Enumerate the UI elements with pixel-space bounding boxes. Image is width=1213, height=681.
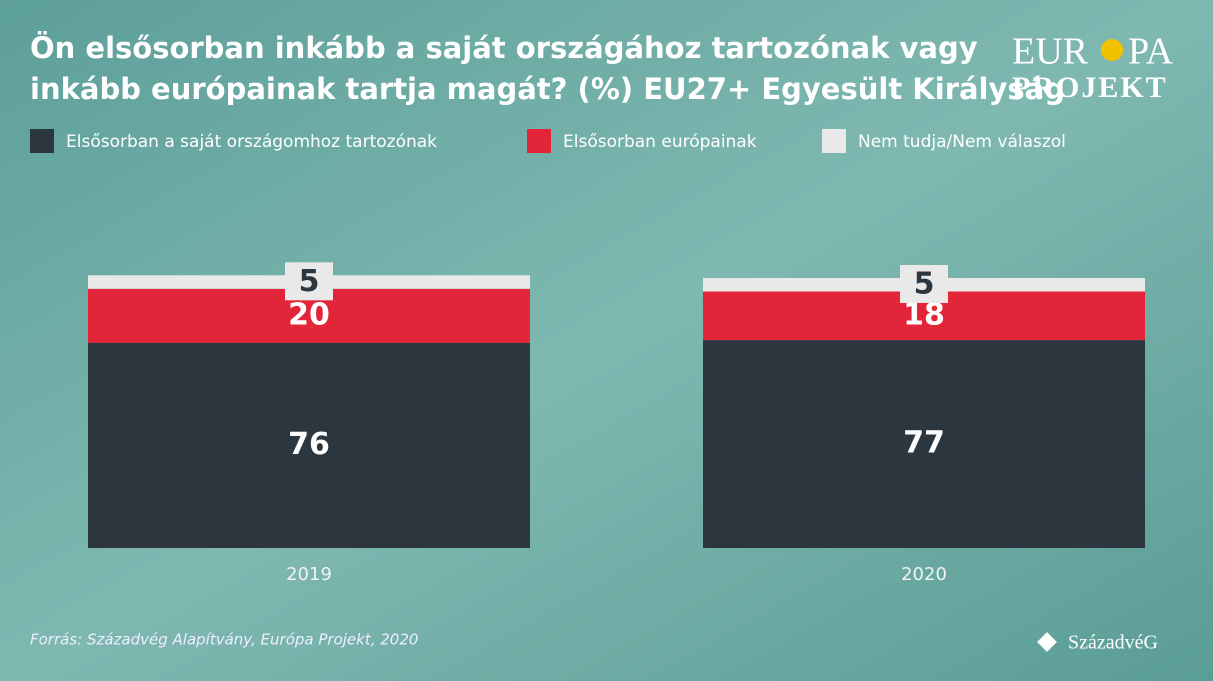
value-label: 20 (288, 297, 330, 332)
bar-segment (703, 340, 1145, 548)
value-label: 5 (914, 267, 935, 302)
value-label-box (285, 262, 333, 301)
bar-segment (88, 342, 530, 548)
logo-pin (1101, 39, 1123, 61)
source: Forrás: Századvég Alapítvány, Európa Pro… (30, 631, 418, 649)
legend-label: Elsősorban európainak (563, 132, 757, 152)
value-label: 5 (299, 264, 320, 299)
value-label: 18 (903, 297, 945, 332)
value-label: 76 (288, 427, 330, 462)
legend-swatch (527, 129, 551, 153)
legend-label: Nem tudja/Nem válaszol (858, 132, 1066, 152)
x-tick-label: 2019 (286, 564, 332, 585)
logo-text: EUR (1012, 31, 1089, 73)
legend-label: Elsősorban a saját országomhoz tartozóna… (66, 132, 437, 152)
legend-swatch (30, 129, 54, 153)
value-label: 77 (903, 426, 945, 461)
brand-icon (1037, 632, 1057, 652)
title-line: Ön elsősorban inkább a saját országához … (30, 31, 978, 65)
logo-text: PA (1128, 31, 1174, 73)
title-line: inkább európainak tartja magát? (%) EU27… (30, 72, 1065, 106)
legend-swatch (822, 129, 846, 153)
logo-text: PROJEKT (1012, 71, 1168, 104)
brand: SzázadvéG (1068, 632, 1158, 654)
value-label-box (900, 265, 948, 303)
x-tick-label: 2020 (901, 564, 947, 585)
